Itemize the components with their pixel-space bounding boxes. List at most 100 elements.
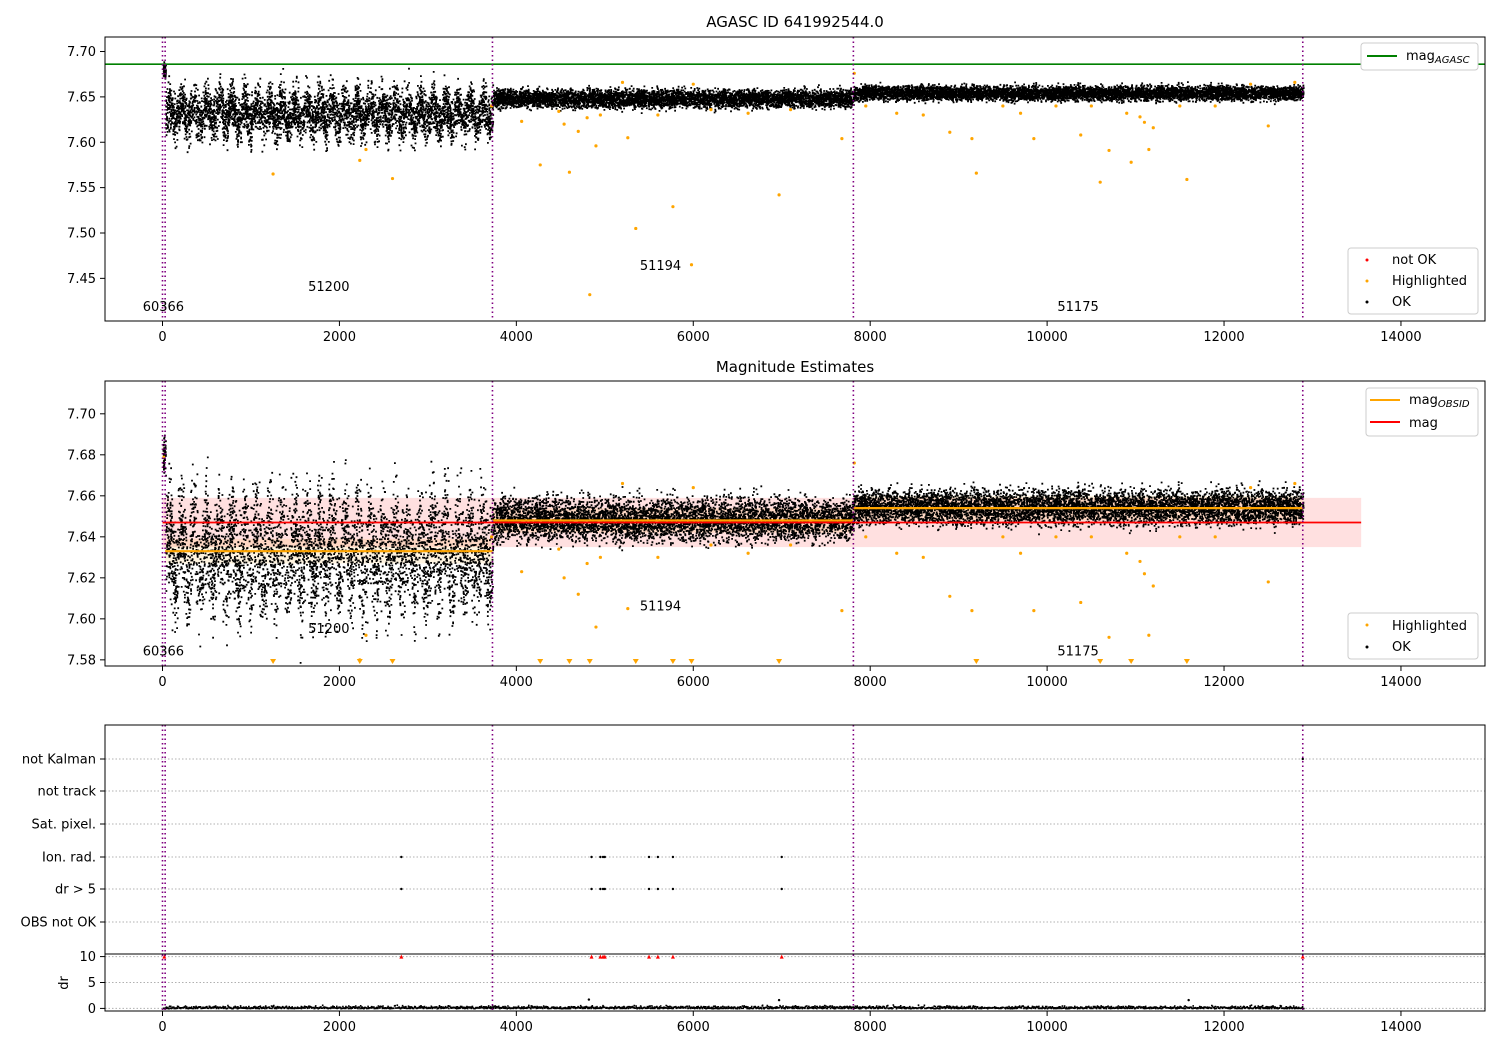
panel1-highlighted-point-42: [1125, 111, 1129, 115]
flag-point-3-8: [780, 855, 783, 859]
panel2-ytick-label-1: 7.60: [67, 612, 96, 627]
panel2-highlighted-point-36: [1032, 609, 1036, 613]
panel2-ytick-label-0: 7.58: [67, 653, 96, 668]
legend-item-highlighted: Highlighted: [1392, 274, 1467, 289]
panel3-axes: not Kalman not track Sat. pixel. Ion. rad. d…: [21, 753, 1422, 1036]
panel1-highlighted-point-12: [588, 293, 592, 297]
panel1-highlighted-point-14: [598, 113, 602, 117]
panel2-xtick-label-8000: 8000: [854, 675, 887, 690]
panel1-legend-bottom: not OK Highlighted OK: [1347, 247, 1479, 315]
panel2-highlighted-point-23: [746, 551, 750, 555]
flag-label-0: not Kalman: [22, 753, 96, 768]
panel2-offscale-marker-5: [586, 659, 593, 664]
legend-item-ok-2: OK: [1392, 640, 1411, 655]
panel1-highlighted-point-13: [594, 144, 598, 148]
panel1-highlighted-point-11: [585, 116, 589, 120]
panel1-highlighted-point-21: [691, 82, 695, 86]
panel2-highlighted-point-51: [1248, 486, 1253, 490]
panel1-xtick-label-6000: 6000: [677, 330, 710, 345]
flag-point-4-1: [590, 887, 593, 891]
panel2-highlighted-point-8: [562, 576, 566, 580]
panel2-segment-label-1: 51200: [308, 622, 349, 637]
panel1-ytick-label-1: 7.50: [67, 226, 96, 241]
panel1-segment-label-1: 51200: [308, 280, 349, 295]
panel1-highlighted-point-19: [671, 205, 675, 209]
flag-point-3-4: [603, 855, 607, 859]
panel1-legend-top: magAGASC: [1360, 42, 1479, 71]
panel1-xtick-label-8000: 8000: [854, 330, 887, 345]
panel3-xtick-label-10000: 10000: [1026, 1020, 1067, 1035]
panel1-title: AGASC ID 641992544.0: [706, 13, 884, 31]
panel2-highlighted-point-14: [598, 555, 602, 559]
panel3-data: [105, 725, 1485, 1011]
panel1-ytick-label-3: 7.60: [67, 136, 96, 151]
flag-point-3-2: [599, 855, 602, 859]
panel2-xtick-label-6000: 6000: [677, 675, 710, 690]
panel1-highlighted-point-17: [634, 226, 638, 231]
agasc-magnitude-panel: AGASC ID 641992544.0 0 2000 4000 6000 8000 10…: [67, 13, 1486, 345]
flag-point-4-5: [647, 887, 651, 891]
panel2-highlighted-point-52: [1266, 580, 1270, 584]
panel1-highlighted-point-51: [1248, 82, 1253, 86]
flag-point-4-2: [599, 887, 602, 891]
panel2-highlighted-point-41: [1107, 635, 1111, 639]
panel2-offscale-marker-6: [632, 659, 639, 664]
panel2-offscale-marker-4: [566, 659, 573, 664]
flag-point-3-6: [656, 855, 660, 859]
panel1-highlighted-point-3: [390, 176, 395, 181]
panel2-offscale-marker-3: [537, 659, 544, 664]
panel2-highlighted-point-44: [1138, 559, 1142, 564]
panel2-highlighted-point-10: [576, 592, 580, 596]
panel1-highlighted-point-36: [1032, 137, 1036, 141]
dr-outlier-0: [587, 998, 591, 1001]
panel2-offscale-marker-7: [669, 659, 676, 664]
legend-item-mag-obsid: magOBSID: [1409, 393, 1470, 410]
panel1-ytick-label-2: 7.55: [67, 181, 96, 196]
panel1-highlighted-point-28: [864, 104, 868, 108]
panel3-xtick-label-14000: 14000: [1380, 1020, 1421, 1035]
panel1-segment-labels: 60366 51200 51194 51175: [143, 259, 1099, 315]
dr-clipped-marker-6: [647, 954, 652, 959]
panel2-highlighted-point-45: [1142, 572, 1147, 576]
panel1-highlighted-point-33: [974, 171, 978, 175]
panel1-highlighted-point-24: [777, 193, 781, 197]
flag-label-4: dr > 5: [55, 883, 96, 898]
magnitude-estimates-panel: Magnitude Estimates 0 2000 4000 6000 8000 100…: [67, 358, 1486, 690]
panel2-highlighted-point-2: [364, 633, 368, 637]
panel3-xtick-label-6000: 6000: [677, 1020, 710, 1035]
panel2-highlighted-point-29: [895, 551, 899, 555]
panel2-offscale-marker-1: [356, 659, 363, 664]
panel3-xtick-label-12000: 12000: [1203, 1020, 1244, 1035]
flag-point-4-8: [780, 887, 783, 891]
flag-point-3-1: [590, 855, 593, 859]
panel1-highlighted-point-18: [656, 113, 660, 117]
panel1-highlighted-point-34: [1001, 104, 1005, 108]
dr-clipped-marker-7: [655, 954, 660, 959]
panel1-xtick-label-2000: 2000: [323, 330, 356, 345]
panel2-highlighted-point-25: [788, 543, 793, 547]
panel3-xtick-label-0: 0: [158, 1020, 166, 1035]
dr-clipped-marker-10: [1300, 954, 1305, 959]
panel1-xtick-label-4000: 4000: [500, 330, 533, 345]
panel1-highlighted-point-7: [557, 109, 561, 114]
panel2-highlighted-point-50: [1213, 535, 1217, 539]
panel1-highlighted-point-8: [562, 122, 566, 126]
panel2-ok-points-segment-2: [492, 485, 856, 552]
panel2-segment-label-0: 60366: [143, 645, 184, 660]
panel2-highlighted-point-30: [921, 555, 925, 559]
panel1-highlighted-point-2: [364, 147, 368, 152]
panel1-highlighted-point-30: [921, 113, 925, 117]
panel2-ok-points-segment-3: [853, 480, 1305, 536]
panel1-highlighted-point-46: [1147, 147, 1151, 152]
panel2-ytick-label-3: 7.64: [67, 530, 96, 545]
panel1-highlighted-point-5: [520, 119, 524, 123]
panel2-xtick-label-14000: 14000: [1380, 675, 1421, 690]
panel2-xtick-label-4000: 4000: [500, 675, 533, 690]
panel2-title: Magnitude Estimates: [716, 358, 874, 376]
panel2-offscale-marker-10: [973, 659, 980, 664]
panel2-highlighted-point-11: [585, 561, 589, 566]
legend-item-not-ok: not OK: [1392, 253, 1437, 268]
flag-label-1: not track: [37, 785, 96, 800]
panel2-offscale-marker-12: [1128, 659, 1135, 664]
panel2-segment-labels: 60366 51200 51194 51175: [143, 600, 1099, 660]
